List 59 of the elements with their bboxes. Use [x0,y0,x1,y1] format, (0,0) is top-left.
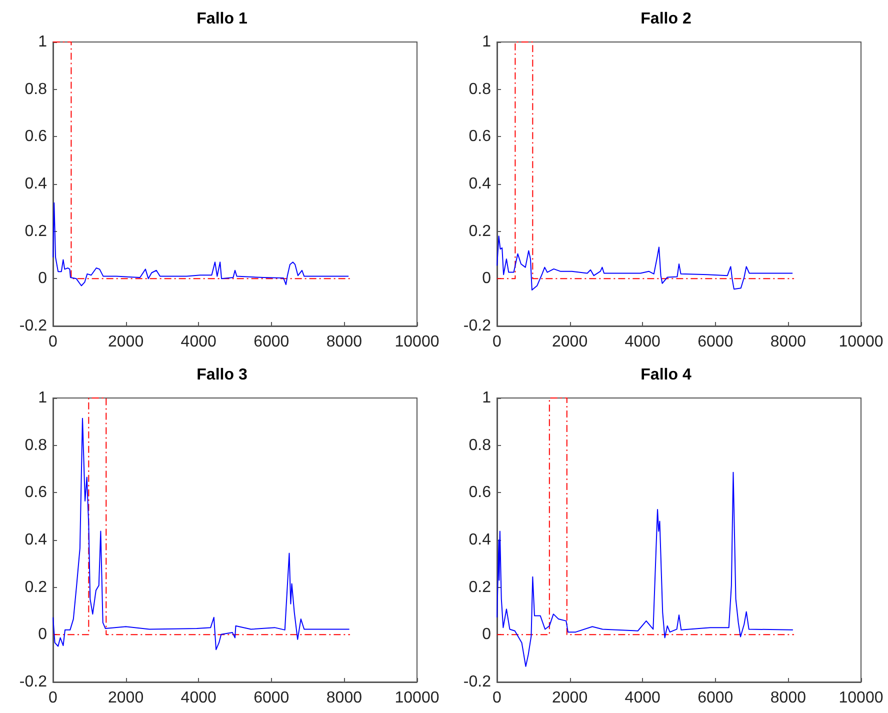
x-tick-label: 8000 [326,334,362,350]
x-tick-label: 6000 [698,690,734,706]
chart-title: Fallo 1 [196,10,248,28]
y-tick-label: 0.6 [24,484,48,502]
y-tick-label: 0.4 [24,532,48,548]
x-tick-label: 10000 [394,334,440,350]
line-series [496,472,794,667]
x-tick-label: 6000 [698,334,734,350]
y-tick-label: 0.2 [24,222,48,240]
y-tick-label: 0.8 [468,436,492,454]
x-tick-label: 8000 [770,334,806,350]
x-tick-label: 2000 [108,690,144,706]
y-tick-label: 0.4 [468,176,492,192]
chart-title: Fallo 2 [640,10,692,28]
y-tick-label: 1 [482,390,492,406]
y-tick-label: 0.4 [468,532,492,548]
y-tick-label: 0.2 [468,222,492,240]
x-tick-label: 4000 [624,334,660,350]
x-tick-label: 0 [492,690,502,706]
y-tick-label: 0.2 [24,578,48,596]
y-tick-label: -0.2 [463,674,492,690]
x-tick-label: 4000 [624,690,660,706]
y-tick-label: 0 [482,626,492,644]
y-tick-label: 0.4 [24,176,48,192]
y-tick-label: 0.6 [24,128,48,146]
chart-title: Fallo 3 [196,366,248,384]
x-tick-label: 0 [492,334,502,350]
x-tick-label: 2000 [108,334,144,350]
y-tick-label: 0.8 [24,436,48,454]
y-tick-label: 0.2 [468,578,492,596]
y-tick-label: -0.2 [463,318,492,334]
x-tick-label: 0 [48,334,58,350]
y-tick-label: 0.6 [468,128,492,146]
x-tick-label: 6000 [254,334,290,350]
x-tick-label: 10000 [394,690,440,706]
x-tick-label: 6000 [254,690,290,706]
y-tick-label: 0 [482,270,492,288]
x-tick-label: 4000 [180,690,216,706]
y-tick-label: 1 [482,34,492,50]
y-tick-label: 1 [38,390,48,406]
x-tick-label: 2000 [552,690,588,706]
y-tick-label: 0.8 [24,80,48,98]
x-tick-label: 0 [48,690,58,706]
x-tick-label: 2000 [552,334,588,350]
y-tick-label: 0 [38,270,48,288]
line-series [52,202,350,286]
x-tick-label: 4000 [180,334,216,350]
x-tick-label: 10000 [838,690,884,706]
x-tick-label: 8000 [326,690,362,706]
y-tick-label: -0.2 [19,674,48,690]
y-tick-label: 0.8 [468,80,492,98]
y-tick-label: 1 [38,34,48,50]
y-tick-label: 0 [38,626,48,644]
y-tick-label: 0.6 [468,484,492,502]
x-tick-label: 10000 [838,334,884,350]
chart-title: Fallo 4 [640,366,692,384]
line-series [496,236,794,291]
y-tick-label: -0.2 [19,318,48,334]
x-tick-label: 8000 [770,690,806,706]
